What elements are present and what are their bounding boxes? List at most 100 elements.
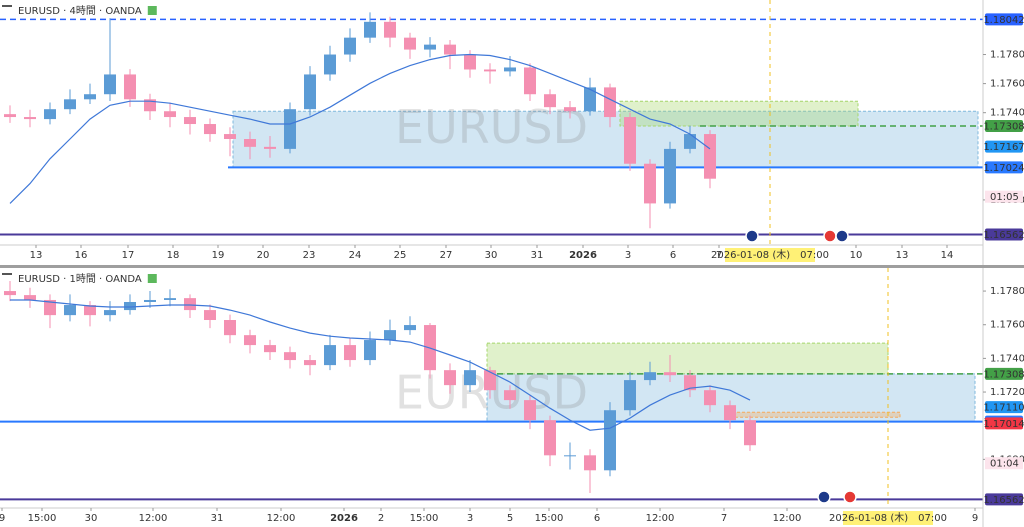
chart-title: EURUSD · 1時間 · OANDA [18,273,142,285]
time-marker-badge [725,248,815,262]
candle-body [124,74,136,100]
candle-body [464,370,476,386]
candle-body [604,410,616,471]
price-badge [985,367,1023,380]
candle-body [744,420,756,446]
candle-body [284,352,296,361]
x-tick-label: 12:00 [139,513,168,524]
x-tick-label: 12:00 [267,513,296,524]
candle-body [404,325,416,331]
candle-body [244,139,256,147]
price-badge-label: 1.17024 [983,163,1024,174]
candle-body [404,37,416,50]
price-axis [983,0,1024,265]
price-badge-label: 1.17308 [983,369,1024,380]
candle-body [304,74,316,110]
price-badge-label: 1.18042 [983,15,1024,26]
candle-body [524,67,536,95]
price-badge [985,228,1023,241]
candle-body [584,87,596,112]
price-badge-label: 1.16562 [983,495,1024,506]
candle-body [564,455,576,457]
event-icon [817,490,831,504]
x-tick-label: 10 [850,250,863,261]
zone [726,411,901,418]
candle-body [504,67,516,72]
candle-body [184,117,196,125]
moving-average [9,53,711,204]
panel-separator [0,265,1024,268]
x-tick-label: 19 [212,250,225,261]
candle-body [24,117,36,120]
x-tick-label: 15:00 [535,513,564,524]
x-tick-label: 31 [531,250,544,261]
candle-body [344,37,356,55]
candle-body [624,117,636,164]
price-badge [985,13,1023,26]
x-tick-label: 9 [972,513,978,524]
x-tick-label: 30 [85,513,98,524]
x-tick-label: 30 [485,250,498,261]
x-tick-label: 12:00 [773,513,802,524]
x-tick-label: 6 [594,513,600,524]
y-tick-label: 1.17800 [990,286,1024,297]
candle-body [664,372,676,376]
candle-body [44,299,56,316]
price-badge [985,493,1023,506]
candle-body [424,44,436,50]
candle-body [724,405,736,421]
zone [232,110,979,168]
x-tick-label: 31 [211,513,224,524]
x-tick-label: 5 [507,513,513,524]
candle-body [244,335,256,346]
price-badge [985,120,1023,133]
candle-body [664,148,676,204]
candle-body [464,54,476,70]
candle-body [684,375,696,391]
menu-icon [2,273,12,275]
candle-body [484,69,496,72]
candle-body [364,340,376,361]
candle-body [204,124,216,135]
candle-body [604,87,616,118]
x-tick-label: 15:00 [410,513,439,524]
title-flag [147,274,157,283]
x-tick-label: 6 [670,250,676,261]
countdown-badge [985,190,1023,203]
menu-icon [2,5,12,7]
candle-body [704,390,716,406]
candle-body [284,109,296,149]
moving-average [10,299,751,431]
candle-body [544,94,556,108]
candle-body [324,54,336,75]
x-tick-label: 2026 [330,513,358,524]
y-tick-label: 1.17400 [990,108,1024,119]
candle-body [164,298,176,300]
candle-body [64,305,76,316]
candle-body [144,299,156,302]
price-badge-label: 1.17014 [983,419,1024,430]
candle-body [84,94,96,100]
time-marker-badge [843,511,933,525]
chart-title: EURUSD · 4時間 · OANDA [18,5,142,17]
y-tick-label: 1.17600 [990,320,1024,331]
candle-body [104,310,116,316]
x-tick-label: 3 [467,513,473,524]
countdown: 01:05 [990,192,1019,203]
time-marker-label: 2026-01-08 (木) 07:00 [711,249,829,261]
watermark: EURUSD [395,100,588,154]
candle-body [304,360,316,366]
x-tick-label: 23 [303,250,316,261]
candle-body [184,298,196,311]
x-tick-label: 7 [721,513,727,524]
x-tick-label: 7 [716,250,722,261]
candle-body [504,390,516,401]
price-badge-label: 1.16562 [983,230,1024,241]
candle-body [684,134,696,149]
x-tick-label: 20 [257,250,270,261]
x-tick-label: 16 [75,250,88,261]
candle-body [384,21,396,38]
price-axis [983,268,1024,527]
